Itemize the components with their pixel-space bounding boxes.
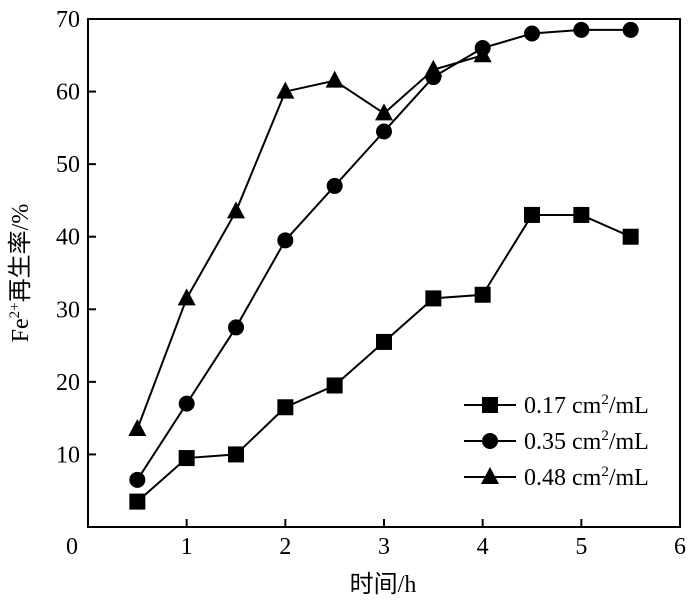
data-point <box>474 286 491 303</box>
legend-marker <box>481 467 499 484</box>
legend: 0.17 cm2/mL 0.35 cm2/mL 0.48 cm2/mL <box>464 392 649 491</box>
data-point <box>622 228 639 245</box>
legend-entry: 0.48 cm2/mL <box>464 464 649 491</box>
data-point <box>128 419 147 437</box>
data-point <box>424 59 443 77</box>
y-tick-label: 60 <box>56 80 80 106</box>
series-triangle <box>128 45 492 437</box>
data-point <box>228 319 244 336</box>
data-point <box>326 177 343 194</box>
data-point <box>573 206 590 223</box>
x-tick-label: 0 <box>66 534 78 560</box>
legend-marker <box>482 397 498 413</box>
x-tick-label: 3 <box>378 534 390 560</box>
series-square <box>129 206 639 510</box>
y-tick-label: 40 <box>56 225 80 251</box>
x-axis-label: 时间/h <box>350 571 417 598</box>
data-point <box>227 201 245 219</box>
y-tick-label: 70 <box>56 7 80 33</box>
data-point <box>425 290 442 307</box>
y-axis-label-rest: 再生率/% <box>7 204 34 303</box>
data-point <box>178 450 195 467</box>
y-tick-label: 20 <box>56 370 80 396</box>
x-tick-label: 6 <box>674 534 686 560</box>
data-point <box>326 377 343 394</box>
legend-entry: 0.17 cm2/mL <box>464 392 649 419</box>
y-axis-label: Fe2+再生率/% <box>7 204 34 343</box>
data-point <box>178 395 195 412</box>
data-point <box>524 25 540 42</box>
legend-entry: 0.35 cm2/mL <box>464 428 649 455</box>
data-point <box>473 45 492 63</box>
y-tick-label: 30 <box>56 297 80 323</box>
series-line <box>136 213 632 503</box>
data-point <box>375 103 393 121</box>
x-tick-label: 4 <box>477 534 489 560</box>
legend-label: 0.35 cm2/mL <box>524 428 649 455</box>
series-circle <box>129 21 639 488</box>
x-tick-label: 2 <box>279 534 291 560</box>
data-point <box>277 232 294 249</box>
data-point <box>177 288 196 306</box>
legend-marker <box>482 433 498 449</box>
x-tick-label: 1 <box>181 534 193 560</box>
data-point <box>524 206 540 223</box>
data-point <box>277 399 294 416</box>
x-tick-label: 5 <box>575 534 587 560</box>
y-tick-label: 50 <box>56 152 80 178</box>
data-point <box>228 446 244 463</box>
data-point <box>325 70 344 88</box>
axes: 0 1 2 3 4 5 6 10 20 30 40 50 60 70 <box>56 7 686 560</box>
data-point <box>622 21 639 38</box>
series-line <box>136 54 483 430</box>
data-point <box>376 333 392 350</box>
data-point <box>573 21 590 38</box>
data-point <box>276 81 295 99</box>
y-tick-label: 10 <box>56 442 80 468</box>
series-layer <box>128 21 639 510</box>
data-point <box>129 493 146 510</box>
legend-label: 0.17 cm2/mL <box>524 392 649 419</box>
legend-label: 0.48 cm2/mL <box>524 464 649 491</box>
data-point <box>129 471 146 488</box>
data-point <box>376 123 392 140</box>
y-axis-label-main: Fe <box>8 318 34 342</box>
y-axis-label-sup: 2+ <box>7 302 23 318</box>
